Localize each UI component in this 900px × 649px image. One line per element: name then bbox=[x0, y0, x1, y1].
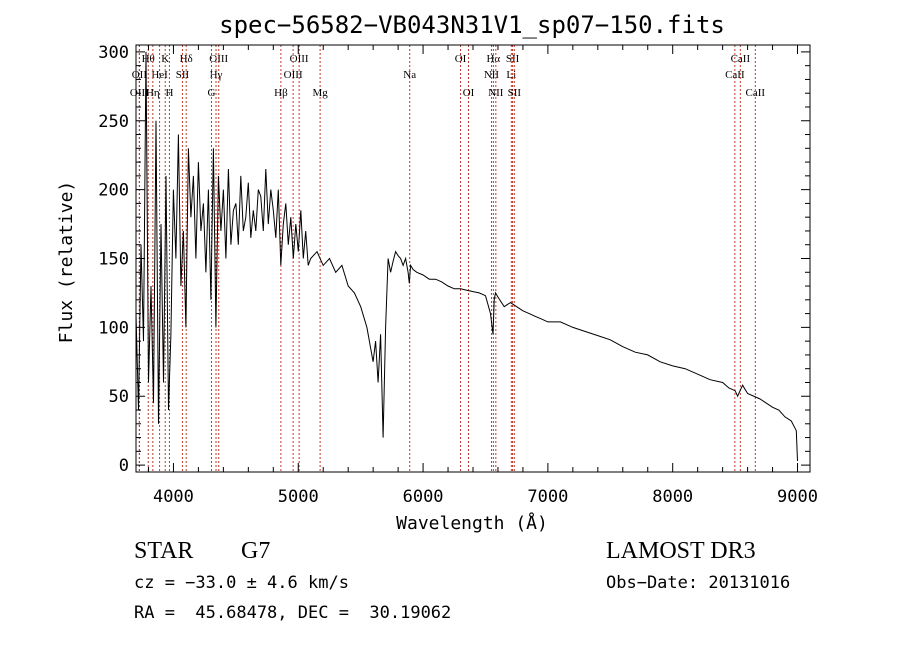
spectral-line-label: Hη bbox=[146, 87, 160, 99]
spectral-line-label: Hα bbox=[486, 53, 500, 65]
spectral-line-label: Hθ bbox=[142, 53, 155, 65]
observation-date: Obs−Date: 20131016 bbox=[606, 573, 791, 593]
x-tick-label: 7000 bbox=[527, 487, 568, 507]
spectral-line-label: SII bbox=[508, 87, 522, 99]
y-tick-label: 150 bbox=[98, 250, 129, 270]
spectral-line-label: Hδ bbox=[180, 53, 193, 65]
spectral-line-label: Hγ bbox=[210, 69, 223, 81]
spectral-line-label: OIII bbox=[284, 69, 303, 81]
plot-frame bbox=[135, 44, 811, 473]
spectral-line-label: SII bbox=[506, 53, 520, 65]
redshift-velocity: cz = −33.0 ± 4.6 km/s bbox=[134, 573, 349, 593]
spectral-line-label: NII bbox=[484, 69, 500, 81]
y-tick-label: 200 bbox=[98, 181, 129, 201]
coordinates: RA = 45.68478, DEC = 30.19062 bbox=[134, 603, 452, 623]
y-tick-label: 100 bbox=[98, 318, 129, 338]
x-tick-label: 8000 bbox=[652, 487, 693, 507]
y-tick-label: 0 bbox=[119, 456, 129, 476]
spectral-line-label: Li bbox=[506, 69, 516, 81]
x-tick-label: 6000 bbox=[403, 487, 444, 507]
x-tick-label: 4000 bbox=[153, 487, 194, 507]
object-type: STAR bbox=[134, 538, 194, 564]
spectral-line-label: CaII bbox=[725, 69, 745, 81]
spectral-line-label: OIII bbox=[209, 53, 228, 65]
spectral-line-label: Na bbox=[403, 69, 416, 81]
chart-title: spec−56582−VB043N31V1_sp07−150.fits bbox=[219, 11, 725, 39]
object-subclass: G7 bbox=[241, 538, 271, 564]
flux-series-line bbox=[135, 51, 798, 462]
y-tick-label: 300 bbox=[98, 43, 129, 63]
y-axis-ticks: 0 50 100 150 200 250 300 bbox=[98, 43, 810, 476]
x-axis-ticks: 4000 5000 6000 7000 8000 9000 bbox=[147, 45, 818, 507]
y-tick-label: 250 bbox=[98, 112, 129, 132]
spectral-line-label: NII bbox=[488, 87, 504, 99]
spectral-line-label: Hβ bbox=[274, 87, 288, 99]
spectral-line-label: OI bbox=[463, 87, 475, 99]
spectral-line-label: OI bbox=[455, 53, 467, 65]
spectral-line-label: Mg bbox=[312, 87, 328, 99]
spectral-line-label: SII bbox=[176, 69, 190, 81]
x-tick-label: 5000 bbox=[278, 487, 319, 507]
spectral-line-label: CaII bbox=[746, 87, 766, 99]
spectral-line-label: OIII bbox=[290, 53, 309, 65]
y-tick-label: 50 bbox=[109, 387, 129, 407]
spectral-line-label: CaII bbox=[731, 53, 751, 65]
spectral-line-label: HeI bbox=[151, 69, 168, 81]
y-axis-label: Flux (relative) bbox=[56, 181, 77, 344]
survey-name: LAMOST DR3 bbox=[606, 538, 756, 564]
spectral-line-label: G bbox=[208, 87, 216, 99]
x-axis-label: Wavelength (Å) bbox=[396, 512, 548, 534]
x-tick-label: 9000 bbox=[777, 487, 818, 507]
spectral-line-label: H bbox=[165, 87, 173, 99]
spectral-line-label: K bbox=[161, 53, 169, 65]
